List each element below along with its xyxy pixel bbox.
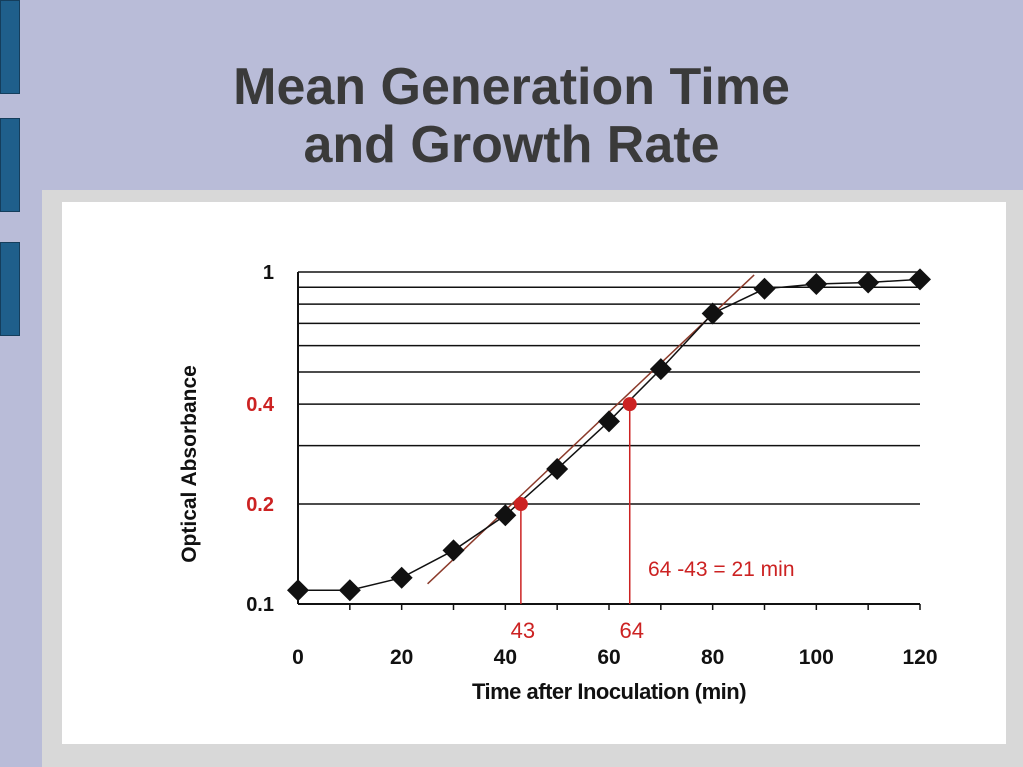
y-tick-label-3: 0.1 — [246, 594, 274, 616]
slide-title-line1: Mean Generation Time — [233, 58, 790, 116]
data-point-1 — [338, 579, 361, 602]
data-point-0 — [287, 579, 309, 602]
data-point-9 — [753, 277, 776, 300]
series-line — [298, 278, 921, 592]
y-axis-label: Optical Absorbance — [178, 365, 201, 563]
data-point-8 — [701, 302, 724, 325]
x-tick-label-6: 120 — [902, 646, 937, 669]
highlight-point-0 — [513, 497, 528, 512]
accent-bar-bottom — [0, 242, 20, 336]
x-tick-label-1: 20 — [390, 646, 413, 669]
data-point-10 — [805, 273, 828, 296]
data-point-3 — [442, 539, 465, 562]
growth-curve-chart: 1 0.4 0.2 0.1 0 20 40 60 80 100 120 Time after Inoc… — [178, 262, 938, 704]
data-point-2 — [390, 566, 413, 589]
data-point-7 — [649, 358, 672, 381]
highlight-label-1: 64 — [619, 618, 643, 643]
x-tick-label-5: 100 — [799, 646, 834, 669]
x-tick-label-0: 0 — [292, 646, 304, 669]
accent-bar-top — [0, 0, 20, 94]
x-tick-label-2: 40 — [494, 646, 517, 669]
data-point-4 — [494, 504, 517, 527]
x-tick-label-4: 80 — [701, 646, 724, 669]
y-tick-label-1: 0.4 — [246, 394, 275, 416]
data-point-11 — [857, 271, 880, 294]
slide-title: Mean Generation Time and Growth Rate — [0, 58, 1023, 174]
x-axis-label: Time after Inoculation (min) — [472, 679, 746, 704]
data-point-6 — [598, 410, 620, 433]
x-tick-label-3: 60 — [597, 646, 620, 669]
difference-annotation: 64 -43 = 21 min — [648, 558, 795, 581]
highlight-label-0: 43 — [511, 618, 535, 643]
highlight-point-1 — [622, 397, 637, 412]
accent-bar-middle — [0, 118, 20, 212]
y-tick-label-0: 1 — [263, 262, 274, 284]
y-tick-label-2: 0.2 — [246, 494, 274, 516]
data-point-5 — [546, 458, 569, 481]
data-point-12 — [909, 268, 931, 291]
slide-title-line2: and Growth Rate — [303, 116, 720, 174]
chart-panel: 1 0.4 0.2 0.1 0 20 40 60 80 100 120 Time after Inoc… — [62, 202, 1006, 744]
